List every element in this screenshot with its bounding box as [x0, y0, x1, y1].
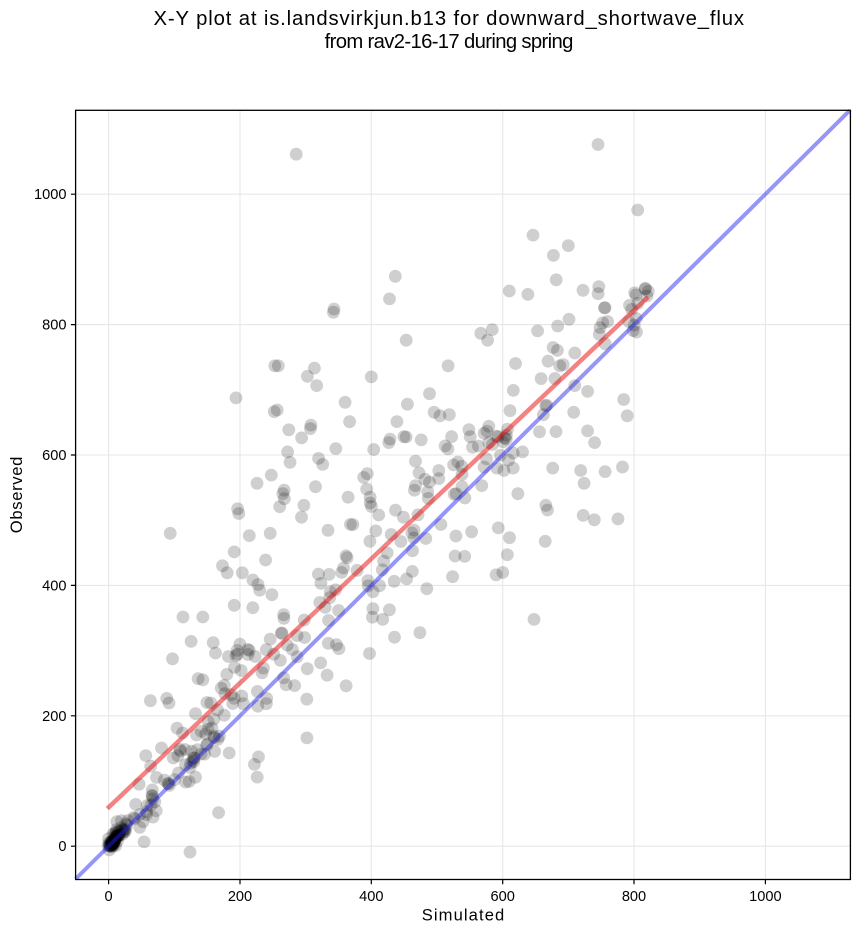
svg-text:X-Y plot at is.landsvirkjun.b1: X-Y plot at is.landsvirkjun.b13 for down… — [154, 8, 745, 30]
svg-text:600: 600 — [42, 448, 66, 464]
svg-text:800: 800 — [622, 889, 646, 905]
svg-text:1000: 1000 — [749, 889, 781, 905]
svg-text:200: 200 — [228, 889, 252, 905]
svg-text:800: 800 — [42, 318, 66, 334]
svg-text:400: 400 — [42, 578, 66, 594]
svg-text:200: 200 — [42, 709, 66, 725]
svg-text:Simulated: Simulated — [422, 906, 505, 925]
svg-text:600: 600 — [491, 889, 515, 905]
svg-text:Observed: Observed — [7, 457, 26, 534]
svg-text:0: 0 — [58, 839, 66, 855]
svg-text:1000: 1000 — [34, 187, 66, 203]
svg-text:0: 0 — [105, 889, 113, 905]
svg-text:400: 400 — [359, 889, 383, 905]
svg-text:from rav2-16-17 during spring: from rav2-16-17 during spring — [325, 31, 574, 53]
